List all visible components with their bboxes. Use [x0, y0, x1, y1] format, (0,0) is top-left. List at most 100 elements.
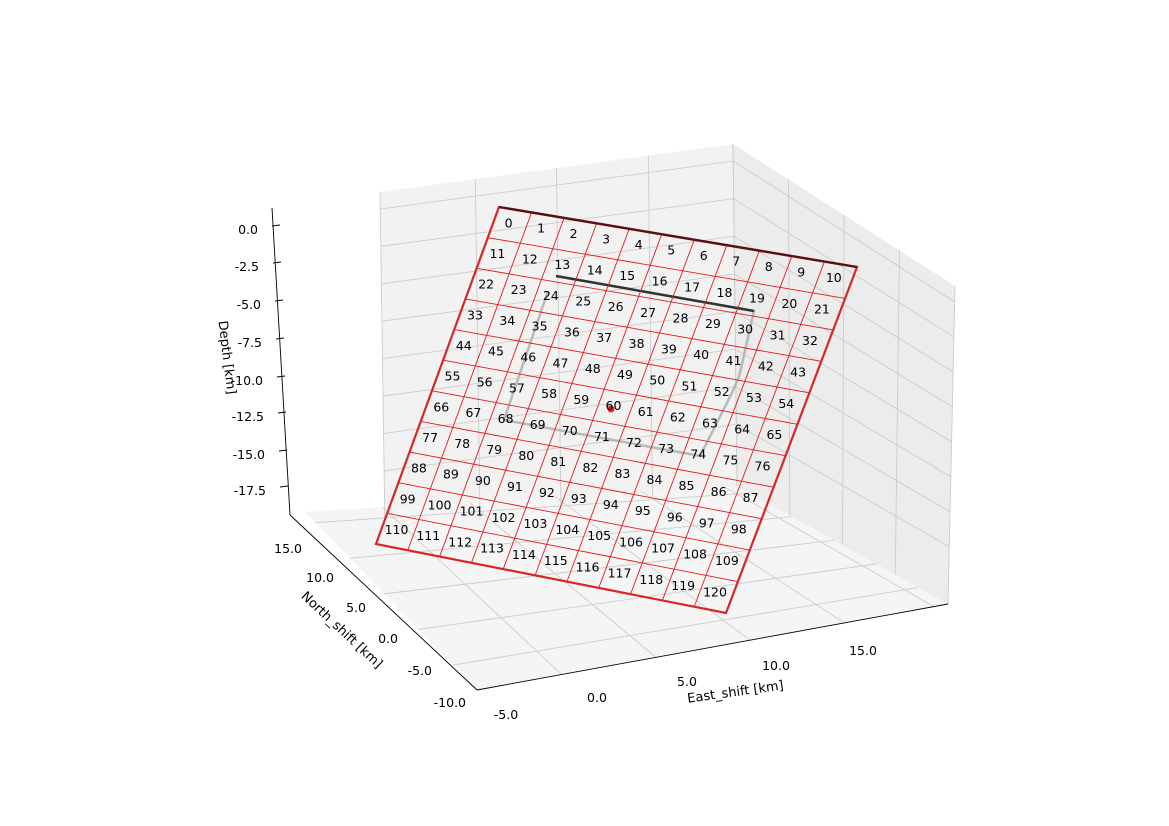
fault-grid-strike-line — [598, 245, 728, 589]
patch-label: 75 — [722, 453, 738, 468]
patch-label: 16 — [652, 274, 668, 289]
patch-label: 94 — [603, 497, 619, 512]
back-vgrid — [647, 155, 653, 498]
patch-label: 64 — [734, 421, 750, 436]
patch-label: 29 — [705, 316, 721, 331]
fault-grid-strike-line — [630, 250, 760, 595]
patch-label: 71 — [594, 429, 610, 444]
z-tick — [274, 299, 284, 302]
floor-grid-b — [384, 539, 835, 595]
y-tick-label: -10.0 — [434, 695, 466, 710]
patch-label: 25 — [575, 294, 591, 309]
patch-label: 44 — [456, 338, 472, 353]
patch-label: 101 — [460, 504, 484, 519]
patch-label: 37 — [596, 330, 612, 345]
fault-top-edge — [498, 205, 858, 269]
patch-label: 43 — [790, 364, 806, 379]
fault-grid-dip-line — [487, 237, 846, 299]
patch-label: 10 — [826, 270, 842, 285]
patch-label: 12 — [522, 252, 538, 267]
patch-label: 104 — [555, 522, 579, 537]
floor-grid-a — [723, 486, 935, 607]
patch-label: 3 — [602, 232, 610, 247]
z-tick-label: -5.0 — [237, 297, 261, 312]
back-hgrid — [381, 235, 735, 285]
floor-grid-a — [641, 491, 845, 624]
patch-label: 81 — [550, 454, 566, 469]
z-tick-label: -15.0 — [233, 447, 265, 462]
fault-patch-grid — [387, 212, 846, 607]
patch-label: 109 — [715, 553, 739, 568]
patch-label: 113 — [480, 541, 504, 556]
back-hgrid — [381, 273, 735, 322]
patch-label: 92 — [539, 485, 555, 500]
patch-label: 62 — [670, 410, 686, 425]
z-tick — [275, 337, 285, 340]
z-tick-label: -17.5 — [234, 483, 266, 498]
patch-label: 82 — [582, 460, 598, 475]
patch-label: 52 — [714, 384, 730, 399]
patch-label: 106 — [619, 534, 643, 549]
patch-label: 114 — [512, 547, 536, 562]
axes-gridlines — [315, 143, 956, 675]
back-vgrid — [556, 167, 562, 510]
z-tick-label: -10.0 — [231, 373, 263, 388]
back-hgrid — [380, 198, 734, 247]
patch-label: 0 — [505, 215, 513, 230]
patch-label: 11 — [489, 246, 505, 261]
z-tick-label: -12.5 — [232, 409, 264, 424]
hypocenter-marker — [607, 405, 615, 413]
x-axis-label: East_shift [km] — [686, 678, 784, 706]
patch-label: 119 — [671, 578, 695, 593]
patch-label: 49 — [617, 367, 633, 382]
fault-grid-dip-line — [443, 359, 798, 425]
patch-label: 118 — [639, 572, 663, 587]
patch-label: 8 — [765, 259, 773, 274]
patch-label: 61 — [638, 404, 654, 419]
fault-grid-strike-line — [439, 217, 565, 557]
patch-label: 7 — [732, 254, 740, 269]
y-tick-label: 10.0 — [306, 570, 334, 585]
patch-label: 48 — [585, 361, 601, 376]
patch-label: 41 — [726, 353, 742, 368]
fault-grid-dip-line — [387, 512, 738, 582]
y-tick-label: 15.0 — [274, 541, 302, 556]
patch-label: 83 — [614, 466, 630, 481]
right-vgrid — [842, 214, 845, 546]
fault-outline — [374, 205, 859, 615]
patch-label: 42 — [758, 359, 774, 374]
patch-label: 116 — [576, 559, 600, 574]
back-hgrid — [382, 348, 736, 397]
patch-label: 110 — [385, 522, 409, 537]
z-tick — [279, 485, 289, 488]
z-axis-line — [271, 207, 291, 516]
patch-label: 73 — [658, 441, 674, 456]
floor-grid-b — [452, 587, 919, 666]
patch-label: 2 — [570, 226, 578, 241]
patch-label: 69 — [530, 417, 546, 432]
patch-label: 33 — [467, 307, 483, 322]
fault-grid-dip-line — [465, 298, 822, 362]
patch-label: 13 — [554, 257, 570, 272]
patch-label: 59 — [573, 392, 589, 407]
patch-label: 20 — [781, 296, 797, 311]
patch-label: 120 — [703, 584, 727, 599]
patch-label: 38 — [629, 336, 645, 351]
patch-label: 9 — [797, 265, 805, 280]
y-tick-label: -5.0 — [408, 663, 432, 678]
fault-grid-dip-line — [398, 482, 750, 551]
patch-label: 88 — [411, 461, 427, 476]
patch-label: 55 — [445, 369, 461, 384]
axes-lines — [271, 207, 949, 691]
x-tick-label: 15.0 — [849, 643, 877, 658]
patch-label: 1 — [537, 221, 545, 236]
fault-grid-dip-line — [420, 421, 774, 488]
patch-label: 31 — [770, 327, 786, 342]
fault-grid-strike-line — [471, 223, 598, 563]
patch-label: 105 — [587, 528, 611, 543]
back-vgrid — [379, 191, 386, 533]
floor-grid-b — [315, 492, 750, 524]
right-vgrid — [894, 250, 900, 575]
